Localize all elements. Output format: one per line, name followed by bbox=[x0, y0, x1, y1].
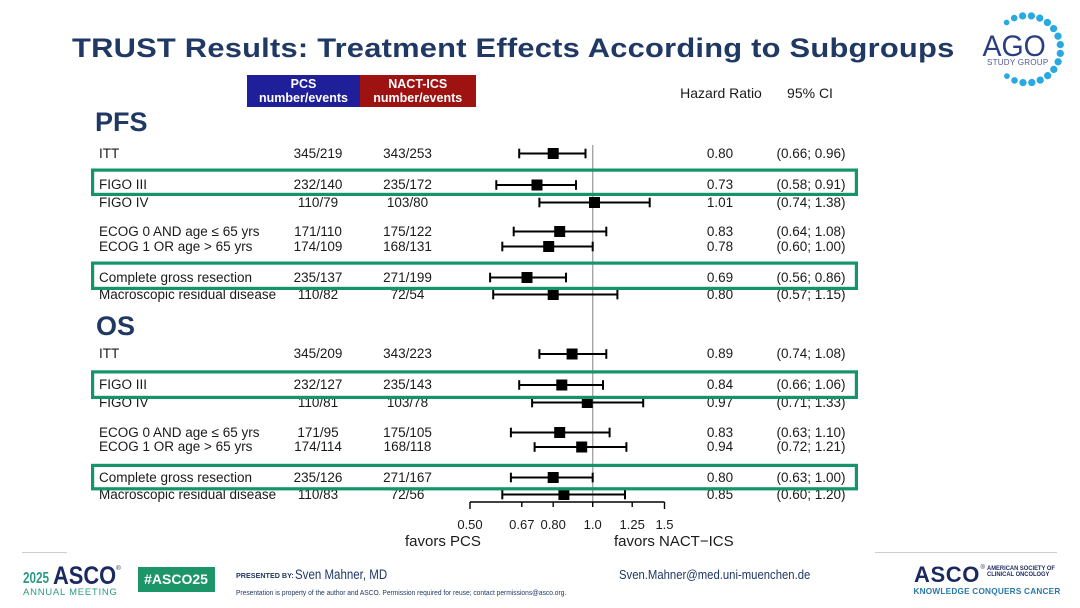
svg-text:AGO: AGO bbox=[983, 31, 1046, 64]
svg-text:STUDY GROUP: STUDY GROUP bbox=[987, 58, 1048, 67]
